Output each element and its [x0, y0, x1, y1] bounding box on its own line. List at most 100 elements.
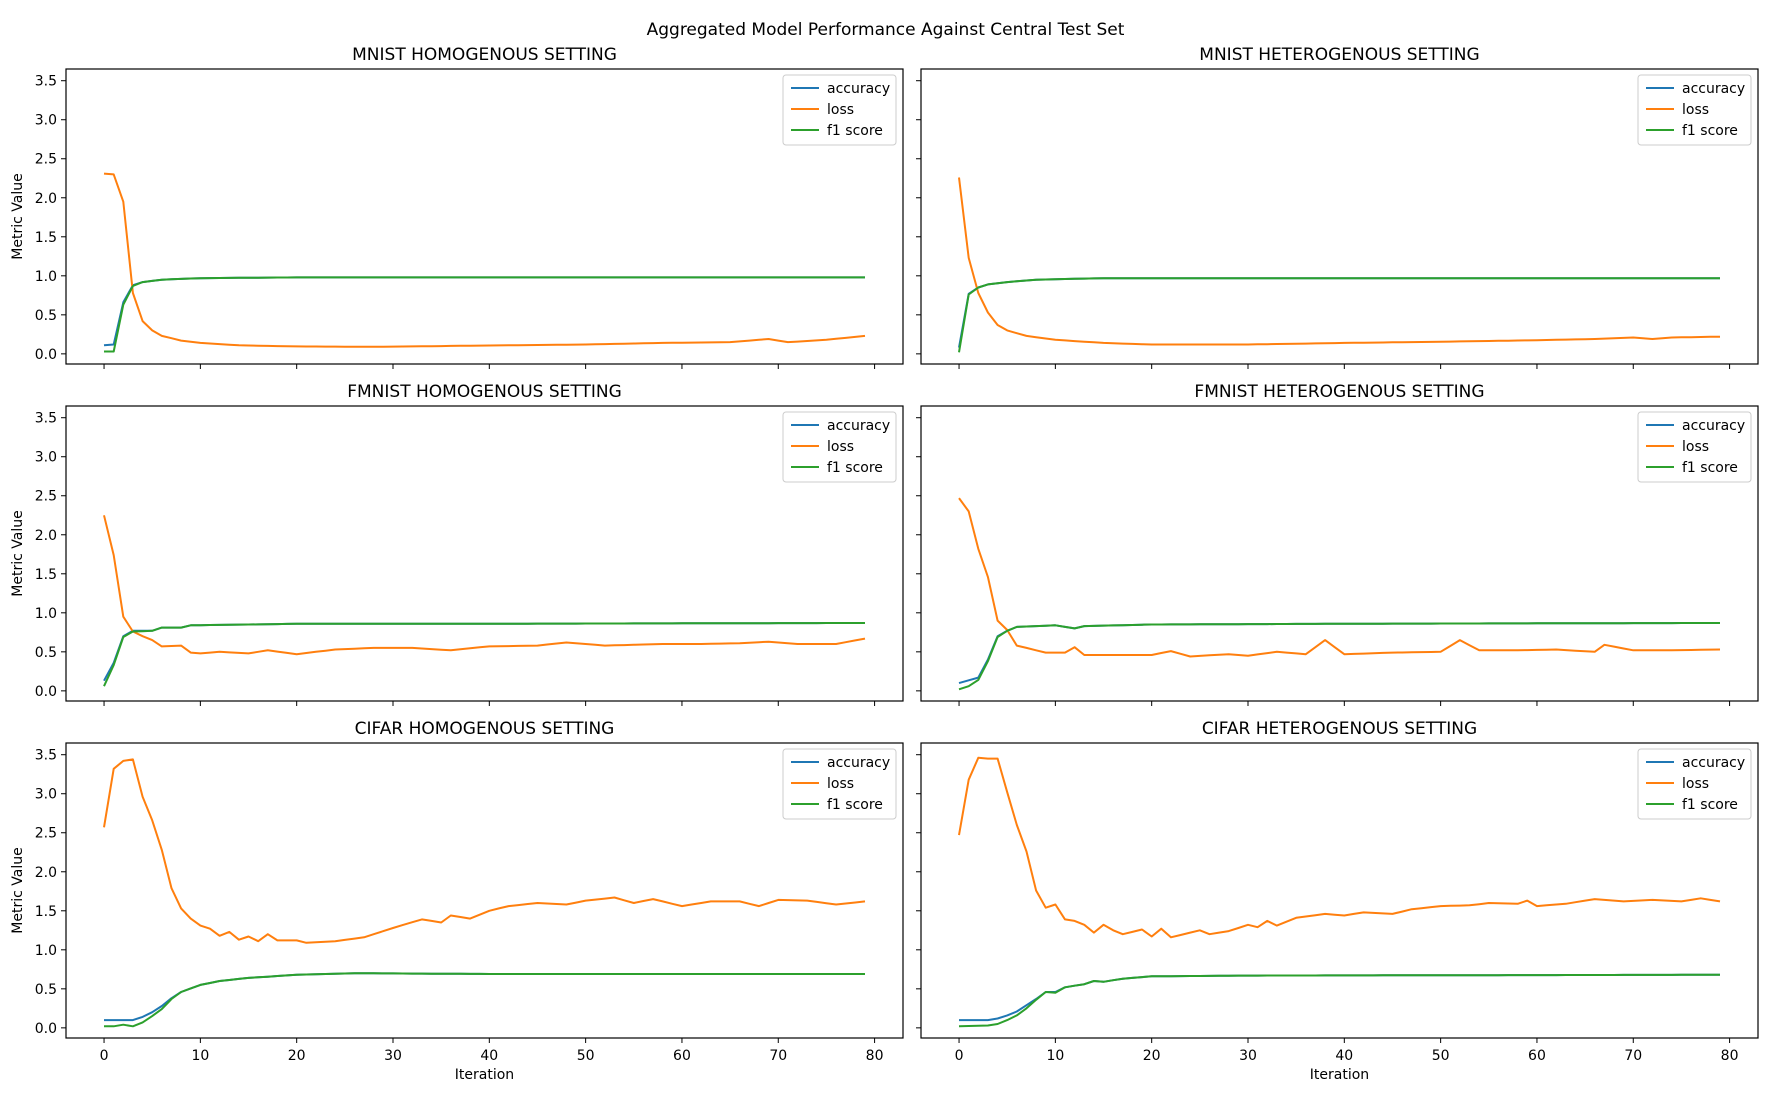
series-line-loss [958, 177, 1721, 346]
legend-box [782, 748, 897, 820]
legend-label: accuracy [1682, 81, 1745, 97]
legend: accuracy loss f1 score [782, 74, 897, 146]
axes-frame [920, 405, 1759, 702]
series-line-loss [103, 758, 866, 944]
y-tick-label: 2.5 [35, 489, 57, 505]
y-tick-label: 3.5 [35, 748, 57, 764]
legend: accuracy loss f1 score [1637, 748, 1752, 820]
x-tick-label: 40 [480, 1048, 498, 1064]
legend-label: f1 score [1682, 460, 1738, 476]
subplot-3: FMNIST HOMOGENOUS SETTING 0.0 0.5 1.0 1.5 2.0… [10, 382, 904, 706]
legend-label: loss [1682, 776, 1709, 792]
x-tick-label: 50 [1432, 1048, 1450, 1064]
y-tick-label: 2.0 [35, 865, 57, 881]
y-axis-label: Metric Value [10, 847, 26, 933]
series-line-loss [103, 515, 866, 656]
x-tick-label: 30 [384, 1048, 402, 1064]
x-tick-label: 40 [1335, 1048, 1353, 1064]
series-line-f1-score [958, 277, 1720, 353]
y-tick-label: 1.0 [35, 943, 57, 959]
y-tick-label: 3.5 [35, 411, 57, 427]
y-tick-label: 0.5 [35, 645, 57, 661]
subplot-4: FMNIST HETEROGENOUS SETTING accuracy loss f… [916, 382, 1759, 706]
legend: accuracy loss f1 score [782, 411, 897, 483]
x-tick-label: 30 [1239, 1048, 1257, 1064]
subplot-2: MNIST HETEROGENOUS SETTING accuracy loss f1… [916, 45, 1759, 369]
x-tick-label: 70 [1624, 1048, 1642, 1064]
y-tick-label: 1.5 [35, 230, 57, 246]
x-tick-label: 70 [769, 1048, 787, 1064]
series-line-loss [958, 497, 1721, 658]
legend-label: loss [827, 439, 854, 455]
y-tick-label: 3.0 [35, 113, 57, 129]
axes-frame [65, 742, 904, 1039]
subplot-title: FMNIST HETEROGENOUS SETTING [1194, 382, 1484, 402]
series-line-loss [958, 756, 1721, 939]
axes-frame [65, 405, 904, 702]
legend-box [1637, 74, 1752, 146]
legend-label: accuracy [1682, 755, 1745, 771]
legend-label: loss [827, 102, 854, 118]
subplot-title: FMNIST HOMOGENOUS SETTING [347, 382, 622, 402]
figure-title: Aggregated Model Performance Against Cen… [647, 20, 1125, 40]
legend-label: f1 score [827, 123, 883, 139]
legend-label: accuracy [827, 755, 890, 771]
x-tick-label: 20 [1143, 1048, 1161, 1064]
x-axis-label: Iteration [1310, 1067, 1369, 1083]
x-tick-label: 80 [866, 1048, 884, 1064]
y-tick-label: 0.0 [35, 347, 57, 363]
x-axis-label: Iteration [455, 1067, 514, 1083]
series-line-f1-score [104, 972, 865, 1028]
x-tick-label: 10 [1046, 1048, 1064, 1064]
legend-label: loss [1682, 439, 1709, 455]
series-line-f1-score [958, 973, 1720, 1028]
x-tick-label: 20 [288, 1048, 306, 1064]
y-tick-label: 1.0 [35, 269, 57, 285]
axes-frame [920, 742, 1759, 1039]
subplot-title: CIFAR HOMOGENOUS SETTING [355, 719, 615, 739]
y-tick-label: 2.5 [35, 826, 57, 842]
y-axis-label: Metric Value [10, 173, 26, 259]
y-tick-label: 2.0 [35, 528, 57, 544]
legend-box [782, 74, 897, 146]
subplot-1: MNIST HOMOGENOUS SETTING 0.0 0.5 1.0 1.5 2.0 2… [10, 45, 904, 369]
y-tick-label: 3.0 [35, 787, 57, 803]
legend-label: accuracy [827, 81, 890, 97]
axes-frame [920, 68, 1759, 365]
legend-label: loss [827, 776, 854, 792]
x-tick-label: 50 [577, 1048, 595, 1064]
y-tick-label: 3.0 [35, 450, 57, 466]
axes-frame [65, 68, 904, 365]
subplot-title: MNIST HOMOGENOUS SETTING [352, 45, 617, 65]
subplot-title: CIFAR HETEROGENOUS SETTING [1202, 719, 1477, 739]
legend-label: f1 score [827, 460, 883, 476]
legend-label: accuracy [1682, 418, 1745, 434]
subplot-title: MNIST HETEROGENOUS SETTING [1199, 45, 1479, 65]
y-tick-label: 0.0 [35, 1021, 57, 1037]
legend-box [1637, 748, 1752, 820]
x-tick-label: 0 [100, 1048, 109, 1064]
series-line-f1-score [958, 622, 1720, 691]
legend-label: accuracy [827, 418, 890, 434]
x-tick-label: 60 [673, 1048, 691, 1064]
x-tick-label: 60 [1528, 1048, 1546, 1064]
legend: accuracy loss f1 score [782, 748, 897, 820]
legend: accuracy loss f1 score [1637, 411, 1752, 483]
legend-label: f1 score [1682, 123, 1738, 139]
series-line-f1-score [104, 276, 865, 353]
legend: accuracy loss f1 score [1637, 74, 1752, 146]
subplot-5: CIFAR HOMOGENOUS SETTING 0.0 0.5 1.0 1.5 2.0 2… [10, 719, 904, 1083]
legend-label: f1 score [1682, 797, 1738, 813]
legend-label: f1 score [827, 797, 883, 813]
series-line-f1-score [103, 622, 865, 687]
x-tick-label: 80 [1721, 1048, 1739, 1064]
y-tick-label: 1.5 [35, 904, 57, 920]
y-tick-label: 0.5 [35, 308, 57, 324]
y-tick-label: 1.0 [35, 606, 57, 622]
legend-box [1637, 411, 1752, 483]
subplot-6: CIFAR HETEROGENOUS SETTING 0 10 20 30 40 50 60 7… [916, 719, 1759, 1083]
y-tick-label: 0.5 [35, 982, 57, 998]
x-tick-label: 10 [191, 1048, 209, 1064]
y-axis-label: Metric Value [10, 510, 26, 596]
